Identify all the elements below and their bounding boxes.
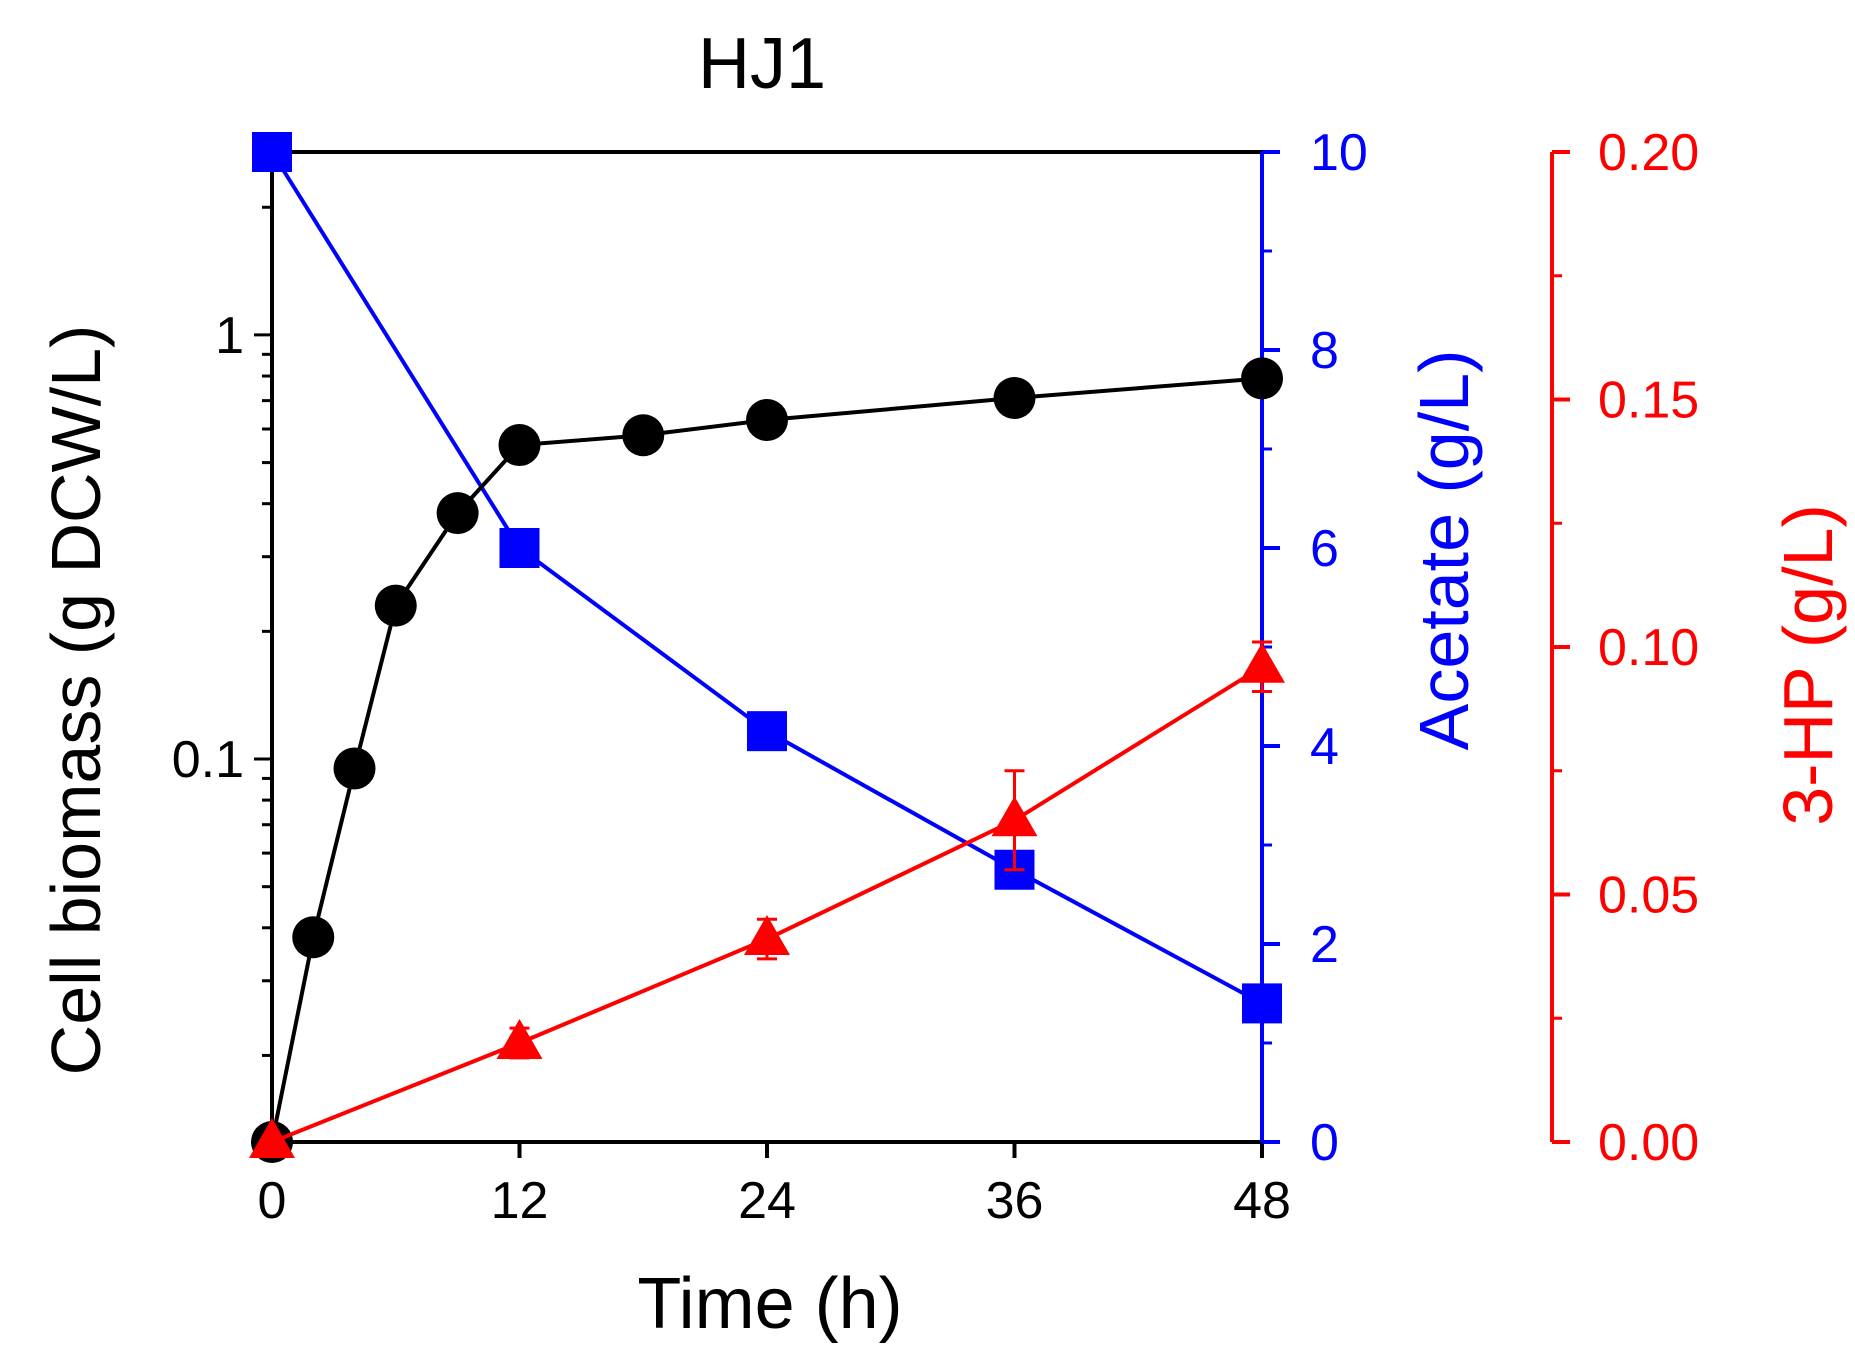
data-point <box>292 916 335 959</box>
x-tick-label: 0 <box>258 1172 287 1230</box>
data-point <box>744 915 790 956</box>
hp-tick-label: 0.15 <box>1598 372 1699 430</box>
left-tick-label: 1 <box>215 307 244 365</box>
data-point <box>1241 357 1283 400</box>
data-point <box>993 377 1036 420</box>
data-point <box>252 132 292 172</box>
hp-axis-label: 3-HP (g/L) <box>1769 504 1847 826</box>
data-point <box>1239 642 1285 683</box>
x-tick-label: 48 <box>1233 1172 1291 1230</box>
acetate-axis-label: Acetate (g/L) <box>1405 350 1483 751</box>
hp-tick-label: 0.05 <box>1598 867 1699 925</box>
data-point <box>499 528 540 568</box>
data-point <box>496 1019 543 1059</box>
chart-title: HJ1 <box>698 24 826 104</box>
x-axis-label: Time (h) <box>637 1264 902 1344</box>
series-cell-biomass <box>251 357 1283 1163</box>
data-point <box>374 584 417 627</box>
data-point <box>436 492 479 535</box>
acetate-tick-label: 10 <box>1310 124 1368 182</box>
hp-tick-label: 0.10 <box>1598 619 1699 677</box>
series-layer <box>249 132 1285 1163</box>
acetate-tick-label: 2 <box>1310 916 1339 974</box>
data-point <box>498 424 541 467</box>
data-point <box>622 414 665 457</box>
data-point <box>249 1118 295 1158</box>
acetate-tick-label: 8 <box>1310 322 1339 380</box>
series-line <box>270 376 1263 1143</box>
data-point <box>991 796 1038 837</box>
acetate-tick-label: 4 <box>1310 718 1339 776</box>
acetate-tick-label: 0 <box>1310 1114 1339 1172</box>
data-point <box>746 399 788 442</box>
data-point <box>1242 983 1282 1024</box>
data-point <box>333 747 376 790</box>
x-tick-label: 36 <box>986 1172 1044 1230</box>
series-3-hp <box>249 640 1285 1158</box>
acetate-tick-label: 6 <box>1310 520 1339 578</box>
hp-tick-label: 0.20 <box>1598 124 1699 182</box>
x-tick-label: 24 <box>738 1172 796 1230</box>
x-tick-label: 12 <box>491 1172 549 1230</box>
series-line <box>270 150 1263 1006</box>
left-tick-label: 0.1 <box>172 731 244 789</box>
hp-tick-label: 0.00 <box>1598 1114 1699 1172</box>
data-point <box>747 711 787 752</box>
left-axis-label: Cell biomass (g DCW/L) <box>37 325 115 1076</box>
series-acetate <box>252 132 1282 1024</box>
